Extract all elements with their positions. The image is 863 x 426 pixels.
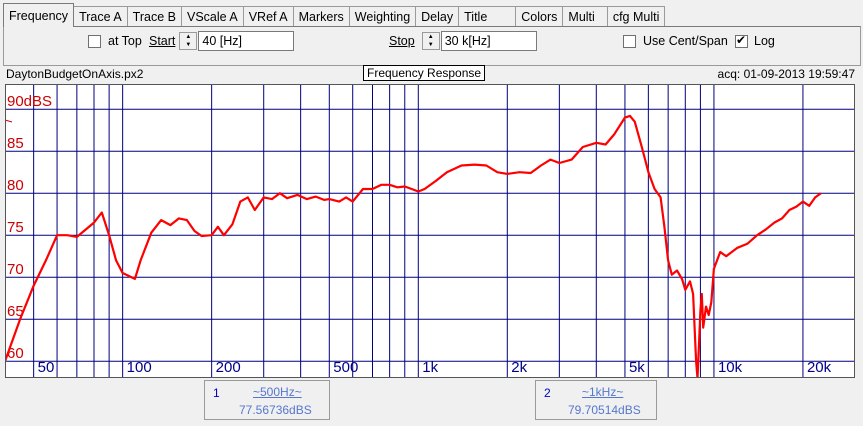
tab-strip: Frequency Trace A Trace B VScale A VRef … [3, 3, 666, 27]
use-cent-span-checkbox[interactable] [623, 34, 636, 48]
start-spinner[interactable]: ▲ ▼ [179, 32, 198, 50]
tab-delay[interactable]: Delay [415, 6, 460, 27]
marker-2-readout[interactable]: 2 ~1kHz~ 79.70514dBS [535, 380, 657, 420]
start-control: Start ▲ ▼ [149, 31, 295, 51]
start-input[interactable] [198, 31, 295, 51]
plot-title-wrap: Frequency Response [363, 65, 486, 81]
at-top-checkbox[interactable] [88, 34, 101, 48]
acquisition-timestamp: acq: 01-09-2013 19:59:47 [717, 67, 855, 81]
marker-2-value: 79.70514dBS [568, 403, 641, 417]
frequency-response-plot[interactable]: 60 65 70 75 80 85 90dBS 50 100 200 500 1k 2k 5k 10k 20… [5, 84, 855, 378]
at-top-label: at Top [108, 34, 142, 48]
y-tick-label: 70 [7, 261, 24, 278]
ref-marker-tick [5, 119, 13, 123]
stop-input[interactable] [440, 31, 537, 51]
tab-title[interactable]: Title [458, 6, 517, 27]
stop-spinner[interactable]: ▲ ▼ [421, 32, 440, 50]
marker-2-frequency[interactable]: ~1kHz~ [582, 385, 624, 399]
log-control: Log [735, 33, 775, 48]
x-tick-label: 2k [511, 359, 527, 376]
y-tick-label: 90dBS [7, 93, 52, 110]
x-tick-label: 200 [216, 359, 241, 376]
log-checkbox[interactable] [735, 33, 748, 48]
tab-cfg-multi[interactable]: cfg Multi [606, 6, 666, 27]
start-label[interactable]: Start [149, 34, 176, 48]
frequency-panel: at Top Start ▲▼ Stop ▲▼ Use Cent/Span Lo… [3, 26, 861, 66]
plot-filename: DaytonBudgetOnAxis.px2 [6, 67, 144, 81]
stop-control: Stop ▲ ▼ [389, 31, 537, 51]
stop-label[interactable]: Stop [389, 34, 415, 48]
tab-trace-a[interactable]: Trace A [73, 6, 128, 27]
marker-1-frequency[interactable]: ~500Hz~ [253, 385, 302, 399]
response-trace [5, 114, 822, 378]
tab-colors[interactable]: Colors [515, 6, 564, 27]
tab-frequency[interactable]: Frequency [3, 3, 75, 27]
y-tick-label: 65 [7, 303, 24, 320]
x-tick-label: 20k [807, 359, 832, 376]
plot-border [5, 84, 855, 378]
x-axis-labels: 50 100 200 500 1k 2k 5k 10k 20k [38, 359, 832, 376]
x-tick-label: 500 [333, 359, 358, 376]
x-tick-label: 5k [629, 359, 645, 376]
tab-vref-a[interactable]: VRef A [242, 6, 294, 27]
log-label: Log [754, 34, 775, 48]
use-cent-span-control: Use Cent/Span [623, 34, 728, 48]
y-tick-label: 60 [7, 345, 24, 362]
tab-weighting[interactable]: Weighting [348, 6, 417, 27]
use-cent-span-label: Use Cent/Span [643, 34, 728, 48]
x-tick-label: 100 [127, 359, 152, 376]
marker-1-number: 1 [213, 386, 220, 400]
y-tick-label: 85 [7, 135, 24, 152]
plot-background [5, 84, 855, 378]
tab-multi[interactable]: Multi [562, 6, 608, 27]
marker-1-value: 77.56736dBS [239, 403, 312, 417]
tab-vscale-a[interactable]: VScale A [180, 6, 244, 27]
at-top-control: at Top [88, 34, 142, 48]
marker-2-number: 2 [544, 386, 551, 400]
tab-markers[interactable]: Markers [292, 6, 350, 27]
y-axis-labels: 60 65 70 75 80 85 90dBS [7, 93, 52, 362]
x-tick-label: 10k [718, 359, 743, 376]
x-tick-label: 50 [38, 359, 55, 376]
y-tick-label: 75 [7, 219, 24, 236]
y-tick-label: 80 [7, 177, 24, 194]
plot-title: Frequency Response [363, 65, 486, 81]
marker-1-readout[interactable]: 1 ~500Hz~ 77.56736dBS [204, 380, 330, 420]
x-tick-label: 1k [422, 359, 438, 376]
tab-trace-b[interactable]: Trace B [126, 6, 182, 27]
